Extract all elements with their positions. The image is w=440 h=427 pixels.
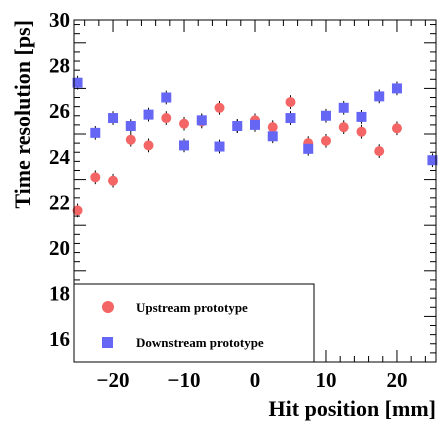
point-downstream — [161, 92, 172, 103]
point-upstream — [108, 175, 119, 186]
point-downstream — [196, 115, 207, 126]
point-downstream — [90, 127, 101, 138]
y-tick-label: 20 — [49, 236, 70, 260]
x-tick-label: 20 — [386, 368, 407, 392]
point-upstream — [161, 113, 172, 124]
x-axis-label: Hit position [mm] — [269, 396, 436, 421]
point-upstream — [285, 97, 296, 108]
point-upstream — [338, 122, 349, 133]
point-downstream — [374, 91, 385, 102]
y-tick-label: 30 — [49, 8, 70, 32]
y-tick-label: 26 — [49, 99, 70, 123]
legend-marker-upstream — [102, 301, 114, 313]
point-upstream — [90, 172, 101, 183]
y-tick-label: 18 — [49, 282, 70, 306]
legend: Upstream prototype Downstream prototype — [73, 283, 315, 363]
point-downstream — [427, 155, 438, 166]
point-downstream — [285, 113, 296, 124]
point-upstream — [72, 205, 83, 216]
data-points — [72, 77, 438, 216]
x-tick-label: −20 — [97, 368, 130, 392]
point-upstream — [391, 123, 402, 134]
point-upstream — [125, 134, 136, 145]
point-upstream — [356, 126, 367, 137]
point-downstream — [356, 111, 367, 122]
point-upstream — [214, 102, 225, 113]
point-downstream — [125, 121, 136, 132]
point-downstream — [179, 140, 190, 151]
tick-labels: 16 18 20 22 24 26 28 30 −20 −10 0 10 20 — [49, 8, 407, 392]
point-downstream — [72, 77, 83, 88]
point-upstream — [374, 146, 385, 157]
y-axis-label: Time resolution [ps] — [10, 20, 35, 209]
point-downstream — [338, 102, 349, 113]
legend-box — [73, 283, 315, 363]
point-upstream — [179, 118, 190, 129]
legend-label-upstream: Upstream prototype — [136, 300, 248, 315]
y-tick-label: 28 — [49, 54, 70, 78]
y-tick-label: 22 — [49, 190, 70, 214]
point-upstream — [320, 135, 331, 146]
y-tick-label: 16 — [49, 327, 70, 351]
point-downstream — [232, 121, 243, 132]
plot-frame — [73, 19, 437, 363]
y-tick-label: 24 — [49, 145, 71, 169]
x-tick-label: −10 — [168, 368, 201, 392]
x-tick-label: 10 — [315, 368, 336, 392]
point-upstream — [143, 140, 154, 151]
point-downstream — [214, 141, 225, 152]
legend-label-downstream: Downstream prototype — [136, 335, 264, 350]
point-downstream — [250, 119, 260, 130]
point-downstream — [267, 131, 278, 142]
x-tick-label: 0 — [250, 368, 261, 392]
point-downstream — [391, 83, 402, 94]
point-downstream — [143, 109, 154, 120]
legend-marker-downstream — [102, 337, 113, 348]
plot-border — [73, 19, 437, 363]
point-downstream — [303, 143, 314, 154]
point-downstream — [108, 113, 119, 124]
point-upstream — [267, 122, 278, 133]
point-downstream — [320, 110, 331, 121]
